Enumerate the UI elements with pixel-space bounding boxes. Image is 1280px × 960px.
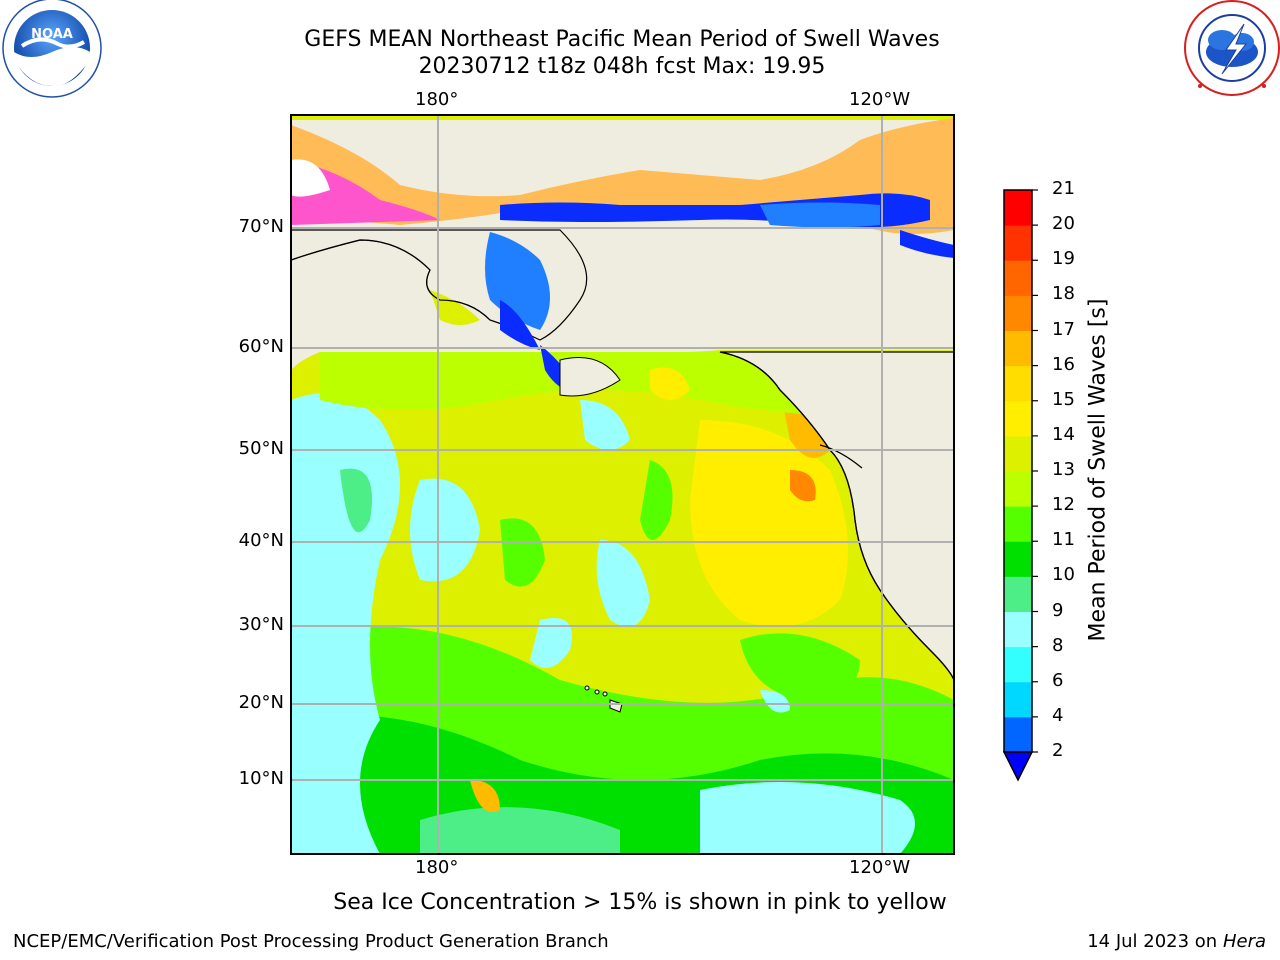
- colorbar-tick-label: 14: [1052, 423, 1075, 445]
- lon-label-top-120w: 120°W: [849, 89, 911, 110]
- colorbar-segment: [1004, 225, 1032, 261]
- colorbar-tick-label: 12: [1052, 494, 1075, 516]
- lat-label-10n: 10°N: [238, 768, 284, 789]
- svg-text:NOAA: NOAA: [31, 27, 73, 42]
- colorbar: [1002, 189, 1038, 782]
- colorbar-segment: [1004, 506, 1032, 542]
- colorbar-tick-label: 21: [1052, 178, 1075, 199]
- colorbar-tick-label: 16: [1052, 353, 1075, 375]
- graticule: [291, 115, 954, 854]
- colorbar-tick-label: 2: [1052, 740, 1064, 761]
- lat-label-40n: 40°N: [238, 530, 284, 551]
- map-title: GEFS MEAN Northeast Pacific Mean Period …: [304, 27, 940, 52]
- colorbar-tick-label: 20: [1052, 213, 1075, 235]
- colorbar-segment: [1004, 541, 1032, 577]
- colorbar-tick-label: 15: [1052, 388, 1075, 410]
- colorbar-segment: [1004, 576, 1032, 612]
- colorbar-segment: [1004, 435, 1032, 472]
- map-plot-area: [291, 115, 954, 854]
- colorbar-tick-label: 17: [1052, 318, 1075, 340]
- colorbar-segment: [1004, 471, 1032, 507]
- colorbar-under-arrow: [1002, 751, 1034, 782]
- colorbar-tick-label: 10: [1052, 564, 1075, 586]
- colorbar-tick-label: 19: [1052, 248, 1075, 270]
- footer-credit: NCEP/EMC/Verification Post Processing Pr…: [13, 931, 609, 952]
- footer-date-text: 14 Jul 2023 on: [1087, 931, 1223, 952]
- lat-label-30n: 30°N: [238, 614, 284, 635]
- colorbar-tick-label: 9: [1052, 599, 1064, 621]
- sea-ice-caption: Sea Ice Concentration > 15% is shown in …: [333, 890, 947, 915]
- colorbar-tick-label: 4: [1052, 704, 1064, 726]
- lat-label-70n: 70°N: [238, 216, 284, 237]
- lat-label-20n: 20°N: [238, 692, 284, 713]
- colorbar-tick-label: 13: [1052, 459, 1075, 480]
- lat-label-60n: 60°N: [238, 336, 284, 357]
- footer-machine: Hera: [1222, 931, 1266, 952]
- nws-logo-icon: [1184, 0, 1280, 96]
- colorbar-title: Mean Period of Swell Waves [s]: [1085, 298, 1111, 642]
- noaa-logo-icon: NOAA: [2, 0, 102, 98]
- map-frame: [290, 114, 955, 855]
- colorbar-segment: [1004, 400, 1032, 437]
- lon-label-bottom-180: 180°: [415, 857, 459, 878]
- colorbar-segment: [1004, 365, 1032, 402]
- colorbar-tick-label: 11: [1052, 529, 1075, 551]
- lon-label-bottom-120w: 120°W: [849, 857, 911, 878]
- lon-label-top-180: 180°: [415, 89, 459, 110]
- lat-label-50n: 50°N: [238, 438, 284, 459]
- colorbar-segment: [1004, 681, 1032, 718]
- colorbar-tick-label: 6: [1052, 669, 1064, 691]
- colorbar-tick-label: 8: [1052, 634, 1064, 656]
- colorbar-segment: [1004, 295, 1032, 331]
- footer-date: 14 Jul 2023 on Hera: [1087, 931, 1266, 952]
- colorbar-segment: [1004, 611, 1032, 648]
- colorbar-segment: [1004, 646, 1032, 683]
- colorbar-segment: [1004, 190, 1032, 226]
- colorbar-segment: [1004, 716, 1032, 753]
- colorbar-segment: [1004, 330, 1032, 367]
- colorbar-tick-label: 18: [1052, 283, 1075, 305]
- colorbar-segment: [1004, 260, 1032, 296]
- map-subtitle: 20230712 t18z 048h fcst Max: 19.95: [418, 54, 826, 79]
